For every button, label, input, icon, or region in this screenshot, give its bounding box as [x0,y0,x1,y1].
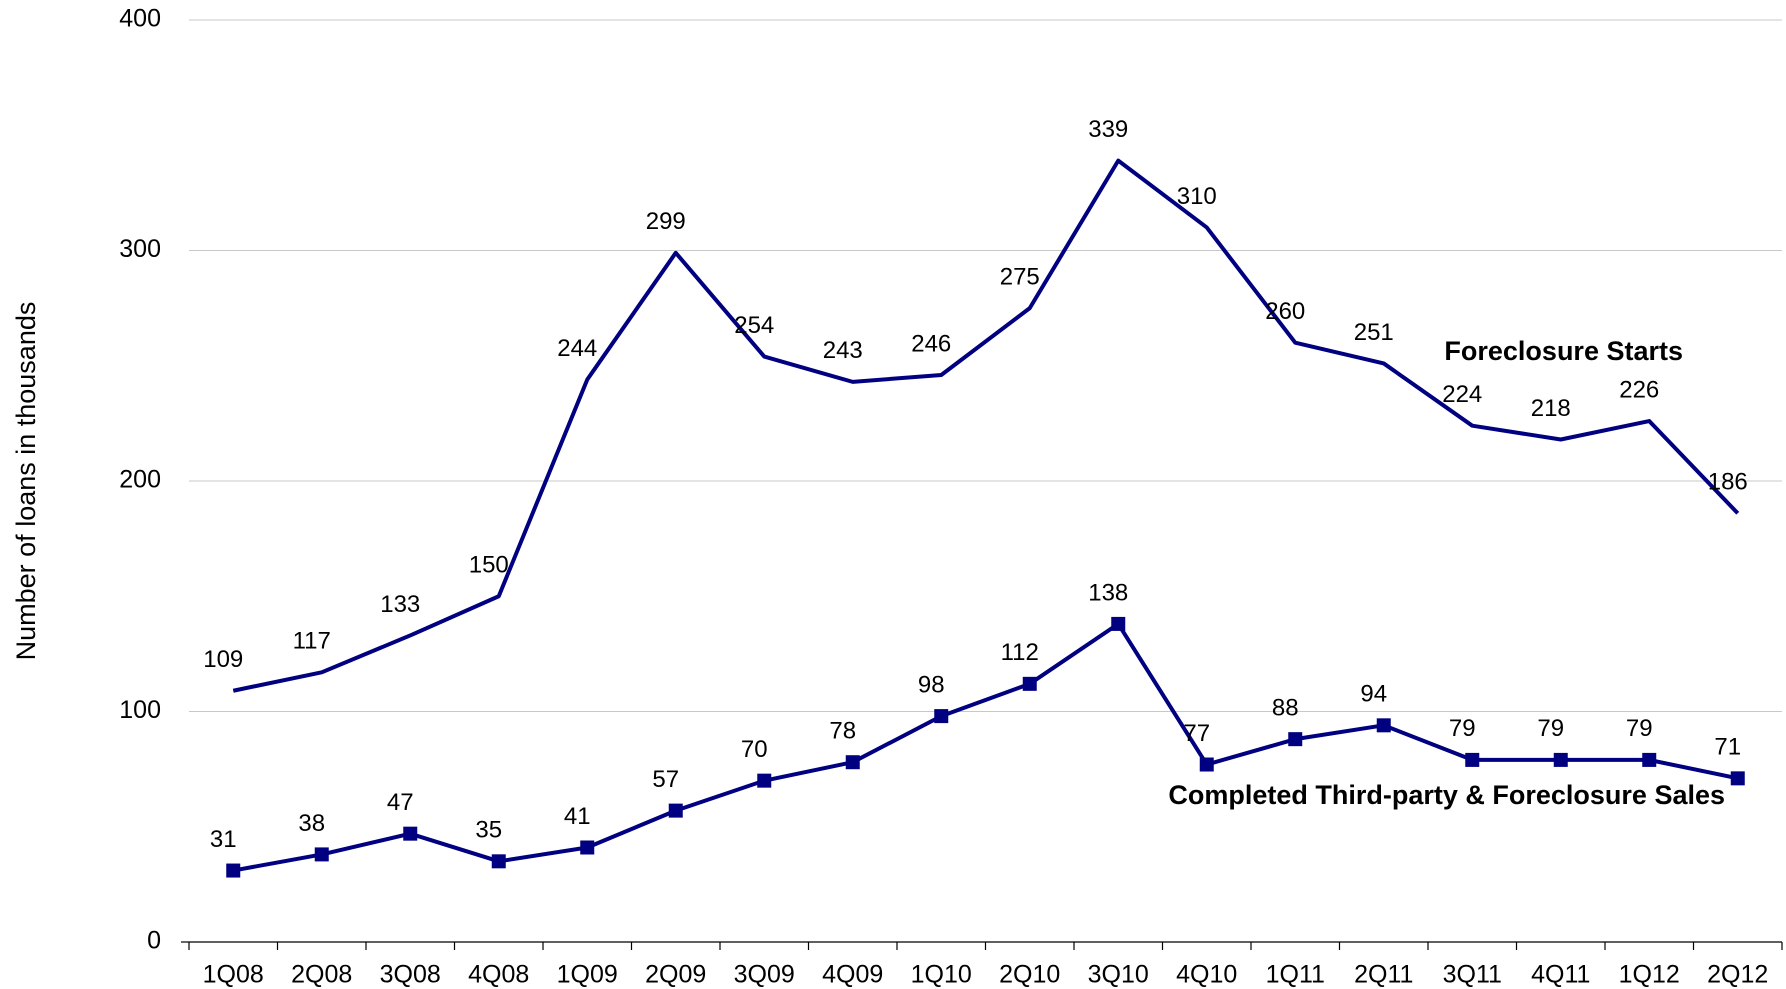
x-tick-label: 2Q12 [1707,961,1768,989]
series-line [232,621,1739,873]
y-tick-label: 300 [119,235,161,263]
data-label: 218 [1531,395,1571,422]
series-label: Completed Third-party & Foreclosure Sale… [1168,780,1725,810]
data-label: 246 [911,330,951,357]
data-label: 57 [652,766,679,793]
marker [226,863,241,878]
data-label: 339 [1088,116,1128,143]
marker [1465,752,1480,767]
marker [314,847,329,862]
y-tick-label: 200 [119,466,161,494]
x-tick-label: 3Q10 [1088,961,1149,989]
data-label: 117 [293,628,331,655]
data-label: 244 [557,335,597,362]
marker [1199,757,1214,772]
x-tick-label: 2Q09 [645,961,706,989]
marker [1553,752,1568,767]
x-tick-label: 2Q11 [1354,961,1413,989]
data-label: 78 [829,718,856,745]
data-label: 109 [203,646,243,673]
data-label: 79 [1626,715,1653,742]
data-label: 35 [475,817,502,844]
data-label: 79 [1537,715,1564,742]
data-label: 112 [1001,639,1039,666]
marker [1288,732,1303,747]
data-label: 98 [918,671,945,698]
x-tick-label: 1Q12 [1619,961,1680,989]
y-tick-label: 100 [119,696,161,724]
y-axis-label: Number of loans in thousands [11,302,41,661]
marker [1111,616,1126,631]
data-label: 138 [1088,579,1128,606]
marker [1376,718,1391,733]
data-label: 38 [298,810,325,837]
x-tick-label: 2Q08 [291,961,352,989]
data-label: 275 [1000,263,1040,290]
data-label: 47 [387,789,414,816]
data-label: 260 [1265,298,1305,325]
marker [1730,771,1745,786]
marker [580,840,595,855]
data-label: 70 [741,736,768,763]
x-tick-label: 3Q08 [380,961,441,989]
x-tick-label: 1Q09 [557,961,618,989]
marker [491,854,506,869]
data-label: 94 [1360,681,1387,708]
marker [403,826,418,841]
data-label: 186 [1708,469,1748,496]
data-label: 88 [1272,695,1299,722]
data-label: 31 [210,826,237,853]
marker [845,755,860,770]
data-label: 251 [1354,319,1394,346]
data-label: 133 [380,591,420,618]
x-tick-label: 4Q09 [822,961,883,989]
data-label: 71 [1714,734,1741,761]
data-label: 243 [823,337,863,364]
x-tick-label: 4Q11 [1531,961,1590,989]
data-label: 150 [469,552,509,579]
data-label: 310 [1177,183,1217,210]
x-tick-label: 3Q09 [734,961,795,989]
series-label: Foreclosure Starts [1444,336,1683,366]
data-label: 254 [734,312,774,339]
data-label: 41 [564,803,591,830]
x-tick-label: 1Q10 [911,961,972,989]
marker [934,709,949,724]
x-tick-label: 1Q11 [1266,961,1325,989]
data-label: 299 [646,208,686,235]
x-tick-label: 4Q08 [468,961,529,989]
series-line [232,158,1740,693]
x-tick-label: 4Q10 [1176,961,1237,989]
marker [757,773,772,788]
x-tick-label: 1Q08 [203,961,264,989]
data-label: 79 [1449,715,1476,742]
y-tick-label: 0 [147,927,161,955]
data-label: 77 [1183,720,1210,747]
marker [1022,676,1037,691]
x-tick-label: 3Q11 [1443,961,1502,989]
marker [668,803,683,818]
marker [1642,752,1657,767]
data-label: 226 [1619,376,1659,403]
x-tick-label: 2Q10 [999,961,1060,989]
data-label: 224 [1442,381,1482,408]
y-tick-label: 400 [119,5,161,33]
